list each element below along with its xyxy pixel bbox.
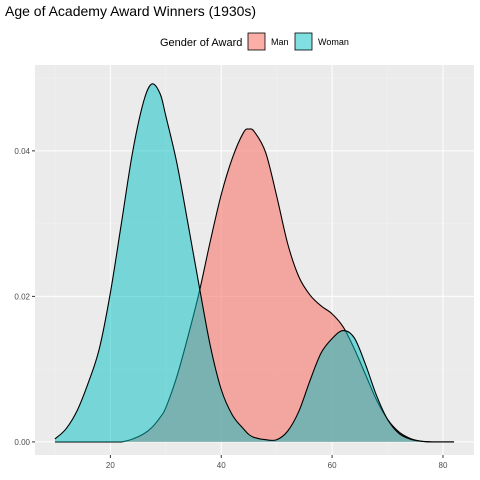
density-areas: [54, 83, 455, 443]
chart-title: Age of Academy Award Winners (1930s): [5, 3, 256, 19]
density-area-woman: [54, 83, 455, 442]
y-tick-label-1: 0.02: [14, 292, 30, 301]
legend: Gender of Award Man Woman: [160, 32, 349, 51]
y-tick-label-0: 0.00: [14, 438, 30, 447]
x-tick-label-1: 40: [217, 461, 226, 470]
x-tick-label-0: 20: [106, 461, 115, 470]
legend-title: Gender of Award: [160, 37, 242, 49]
density-line-woman: [54, 83, 455, 443]
x-axis: 20 40 60 80: [106, 455, 448, 470]
legend-key-man: [247, 32, 266, 51]
x-tick-label-2: 60: [328, 461, 337, 470]
y-tick-label-2: 0.04: [14, 147, 30, 156]
y-axis: 0.00 0.02 0.04: [14, 147, 35, 447]
legend-label-woman: Woman: [318, 37, 349, 47]
x-tick-label-3: 80: [439, 461, 448, 470]
legend-key-woman: [294, 32, 313, 51]
legend-label-man: Man: [271, 37, 289, 47]
